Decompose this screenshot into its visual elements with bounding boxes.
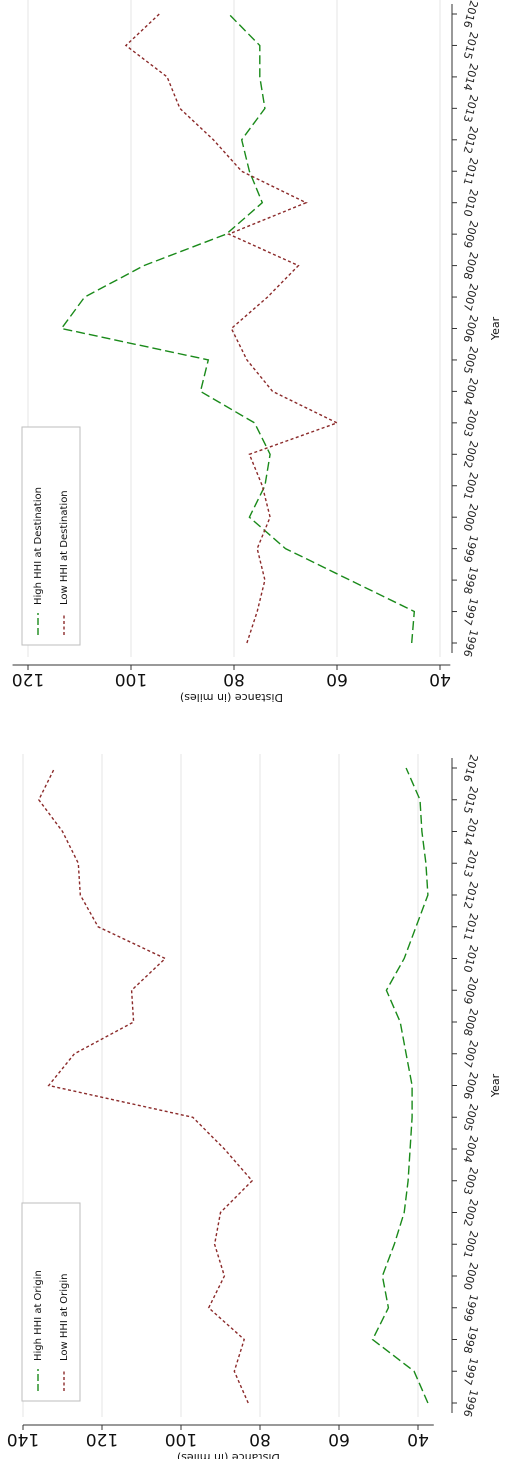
year-axis-title: Year: [489, 316, 502, 341]
year-tick-label: 2016: [461, 753, 481, 783]
year-tick-label: 2008: [461, 1007, 481, 1037]
year-tick-label: 2005: [461, 345, 481, 375]
value-tick-label: 120: [86, 1429, 118, 1449]
value-tick-label: 40: [407, 1429, 429, 1449]
series-line-high-hhi: [60, 13, 416, 644]
year-tick-label: 2000: [461, 1261, 481, 1291]
year-tick-label: 2007: [461, 282, 481, 312]
value-tick-label: 80: [249, 1429, 271, 1449]
year-tick-label: 1998: [461, 1324, 481, 1354]
series-line-high-hhi: [371, 767, 429, 1404]
year-tick-label: 1997: [461, 1356, 481, 1386]
legend-label: High HHI at Destination: [33, 487, 44, 605]
year-tick-label: 2013: [461, 848, 481, 878]
legend: High HHI at Origin Low HHI at Origin: [21, 1202, 81, 1402]
value-tick-label: 100: [165, 1429, 197, 1449]
year-tick-label: 2015: [461, 30, 481, 60]
legend-label: Low HHI at Origin: [59, 1274, 70, 1362]
year-tick-label: 2009: [461, 975, 481, 1005]
value-tick-label: 120: [12, 669, 44, 689]
year-tick-label: 2001: [461, 471, 481, 501]
year-tick-label: 2006: [461, 1070, 481, 1100]
legend: High HHI at Destination Low HHI at Destin…: [21, 426, 81, 646]
value-tick-label: 60: [328, 1429, 350, 1449]
year-tick-label: 2007: [461, 1039, 481, 1069]
year-tick-label: 2009: [461, 219, 481, 249]
series-line-low-hhi: [124, 13, 339, 644]
legend-box: [21, 426, 81, 646]
year-tick-label: 2011: [461, 912, 481, 942]
year-tick-label: 2002: [461, 1197, 481, 1227]
year-tick-label: 2012: [461, 880, 481, 910]
year-tick-label: 2013: [461, 93, 481, 123]
year-tick-label: 1996: [461, 628, 481, 658]
year-tick-label: 2014: [461, 816, 481, 846]
year-tick-label: 2011: [461, 156, 481, 186]
year-tick-label: 1997: [461, 596, 481, 626]
year-tick-label: 1999: [461, 534, 481, 564]
year-tick-label: 2004: [461, 1134, 481, 1164]
year-tick-label: 1999: [461, 1293, 481, 1323]
year-tick-label: 2003: [461, 408, 481, 438]
value-tick-label: 60: [326, 669, 348, 689]
year-tick-label: 2006: [461, 313, 481, 343]
year-tick-label: 2000: [461, 502, 481, 532]
year-tick-label: 2003: [461, 1166, 481, 1196]
year-tick-label: 2010: [461, 943, 481, 973]
year-tick-label: 2012: [461, 125, 481, 155]
year-tick-label: 2014: [461, 62, 481, 92]
year-tick-label: 2001: [461, 1229, 481, 1259]
value-axis-title: Distance (in miles): [180, 691, 283, 704]
value-axis-title: Distance (in miles): [177, 1451, 280, 1459]
value-tick-label: 100: [115, 669, 147, 689]
year-tick-label: 2008: [461, 251, 481, 281]
legend-label: High HHI at Origin: [33, 1270, 44, 1361]
legend-box: [21, 1202, 81, 1402]
legend-label: Low HHI at Destination: [59, 490, 70, 605]
year-tick-label: 2016: [461, 0, 481, 29]
year-tick-label: 2002: [461, 439, 481, 469]
year-tick-label: 1998: [461, 565, 481, 595]
value-tick-label: 80: [223, 669, 245, 689]
year-tick-label: 2004: [461, 376, 481, 406]
value-tick-label: 40: [429, 669, 451, 689]
year-tick-label: 2005: [461, 1102, 481, 1132]
year-axis-title: Year: [489, 1073, 502, 1098]
year-tick-label: 2010: [461, 188, 481, 218]
year-tick-label: 2015: [461, 785, 481, 815]
year-tick-label: 1996: [461, 1388, 481, 1418]
value-tick-label: 140: [7, 1429, 39, 1449]
